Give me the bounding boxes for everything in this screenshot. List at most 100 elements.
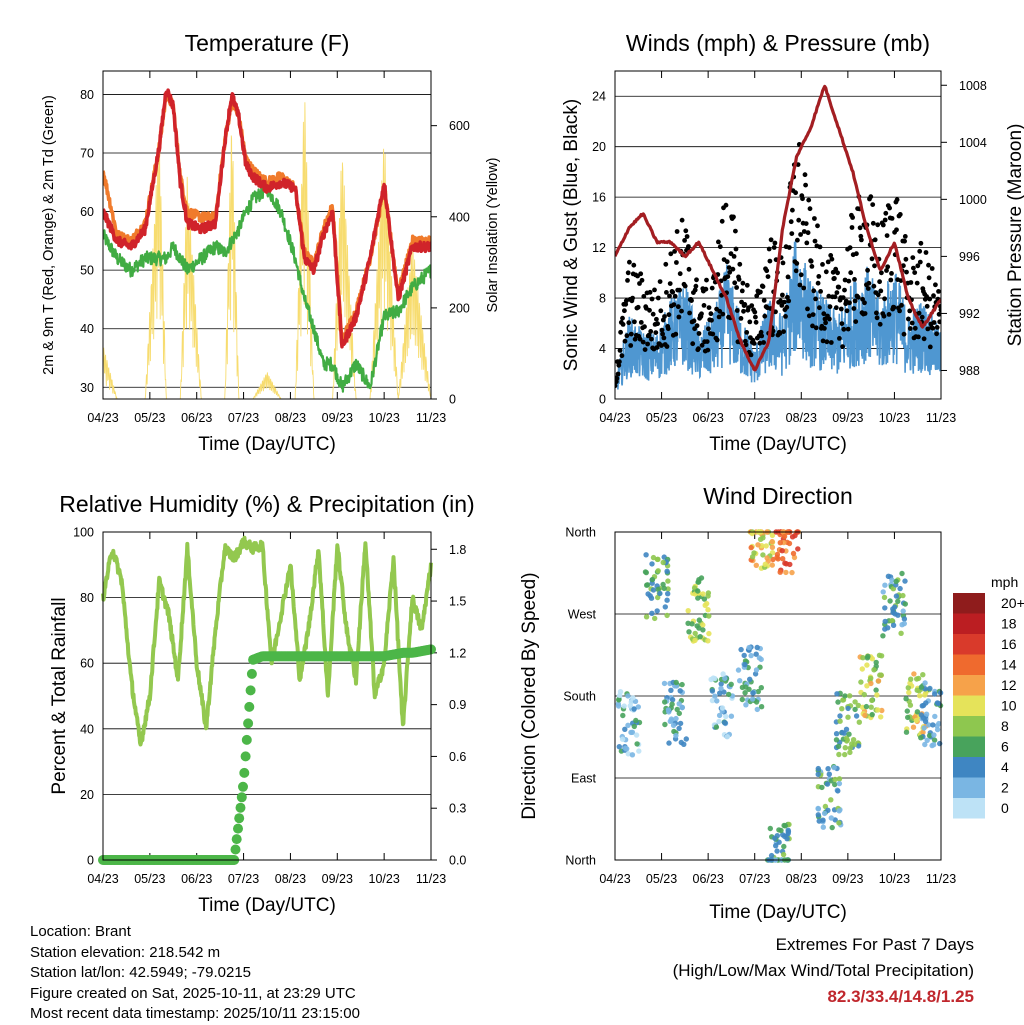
direction-point (861, 691, 867, 698)
y2-tick-label: 200 (449, 301, 470, 315)
direction-point (760, 535, 766, 541)
direction-point (832, 781, 838, 788)
direction-point (777, 540, 783, 546)
direction-point (868, 704, 874, 710)
y-tick-label: 50 (80, 264, 94, 278)
x-tick-label: 05/23 (134, 872, 165, 886)
gust-point (838, 306, 844, 312)
y-tick-label: North (565, 526, 596, 540)
gust-point (694, 277, 699, 283)
gust-point (884, 268, 889, 273)
gust-point (638, 271, 644, 277)
gust-point (827, 304, 833, 310)
gust-point (897, 308, 902, 314)
direction-point (937, 740, 943, 747)
x-tick-label: 09/23 (832, 872, 863, 886)
gust-point (690, 341, 696, 347)
y-tick-label: South (563, 690, 596, 704)
direction-point (774, 554, 780, 560)
direction-point (660, 581, 666, 588)
direction-point (756, 655, 763, 661)
direction-point (673, 732, 679, 739)
direction-point (754, 644, 760, 651)
direction-point (665, 591, 671, 597)
gust-point (930, 325, 936, 331)
x-tick-label: 05/23 (646, 411, 677, 425)
gust-point (742, 302, 748, 307)
gust-point (845, 326, 851, 332)
gust-point (853, 319, 859, 324)
direction-point (679, 704, 685, 711)
gust-point (625, 270, 631, 276)
direction-point (915, 675, 922, 682)
gust-point (620, 322, 626, 327)
legend-swatch (953, 695, 985, 716)
direction-point (895, 598, 901, 604)
direction-point (885, 625, 891, 631)
gust-point (849, 225, 855, 230)
gust-point (894, 197, 900, 203)
gust-point (927, 344, 933, 350)
gust-point (907, 326, 913, 331)
direction-point (716, 718, 722, 725)
direction-point (781, 843, 787, 850)
panel-3: Wind DirectionNorthEastSouthWestNorth04/… (519, 483, 1024, 923)
direction-point (834, 691, 840, 697)
direction-point (899, 570, 905, 577)
direction-point (917, 693, 923, 699)
gust-point (664, 344, 670, 349)
gust-point (761, 340, 766, 345)
gust-point (815, 280, 821, 286)
gust-point (731, 214, 736, 220)
gust-point (738, 316, 744, 321)
direction-point (748, 544, 754, 551)
gust-point (880, 222, 886, 228)
direction-point (652, 615, 658, 622)
rain-series (98, 644, 436, 865)
extremes-subheading: (High/Low/Max Wind/Total Precipitation) (672, 961, 974, 980)
gust-point (842, 287, 847, 293)
direction-point (914, 687, 920, 693)
gust-point (709, 317, 714, 323)
gust-point (617, 348, 623, 353)
gust-point (888, 277, 894, 283)
direction-point (721, 719, 728, 726)
y-tick-label: 20 (592, 140, 606, 154)
gust-point (710, 331, 716, 337)
gust-point (733, 246, 739, 252)
gust-point (842, 277, 848, 283)
gust-point (743, 342, 749, 348)
direction-point (903, 696, 909, 702)
x-tick-label: 11/23 (416, 411, 446, 425)
gust-point (906, 316, 911, 322)
direction-point (664, 597, 670, 603)
direction-point (930, 722, 936, 728)
gust-point (770, 328, 776, 334)
x-tick-label: 10/23 (369, 872, 400, 886)
direction-point (627, 703, 633, 709)
direction-point (666, 740, 672, 746)
direction-point (628, 729, 634, 736)
direction-point (764, 555, 770, 561)
direction-point (832, 776, 838, 783)
direction-point (905, 714, 911, 721)
direction-point (629, 752, 636, 758)
direction-point (847, 693, 853, 699)
gust-point (788, 219, 794, 225)
station-elevation: Station elevation: 218.542 m (30, 943, 221, 961)
gust-point (793, 268, 799, 274)
gust-point (728, 251, 734, 257)
direction-point (922, 741, 928, 748)
gust-point (879, 270, 884, 276)
gust-point (683, 228, 689, 234)
gust-point (882, 217, 888, 223)
direction-point (714, 698, 720, 704)
gust-point (805, 230, 811, 236)
direction-point (716, 712, 723, 719)
gust-point (780, 292, 785, 298)
direction-point (739, 696, 745, 703)
gust-point (839, 321, 845, 326)
direction-point (669, 697, 676, 703)
legend-label: 14 (1001, 657, 1017, 673)
station-location: Location: Brant (30, 923, 131, 940)
